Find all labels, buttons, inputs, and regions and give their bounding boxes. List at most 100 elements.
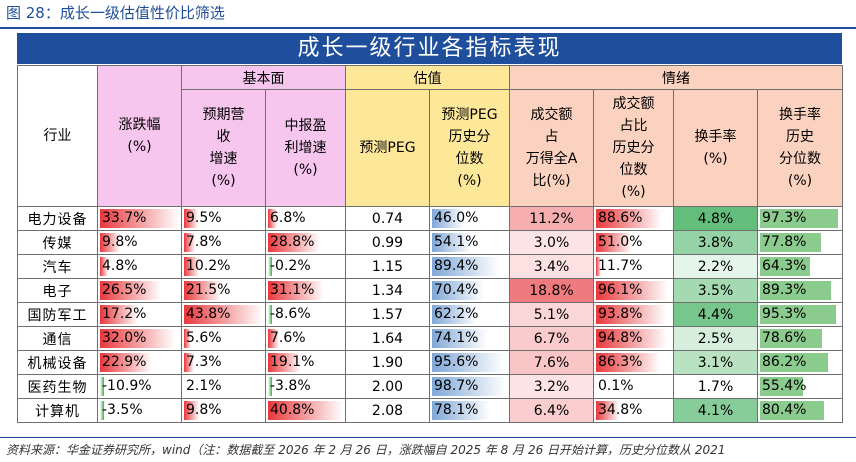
data-bar: [760, 401, 824, 420]
cell-peg: 1.90: [345, 350, 430, 375]
cell-value: 10.2%: [186, 258, 231, 274]
cell-turnover-rate: 1.7%: [673, 374, 758, 399]
cell-value: 70.4%: [434, 282, 479, 298]
data-bar: [100, 353, 153, 372]
cell-turnover-rate-percentile: 64.3%: [757, 254, 843, 279]
cell-peg-percentile: 54.1%: [429, 230, 510, 255]
cell-turnover-share-percentile: 34.8%: [593, 398, 674, 423]
cell-profit-growth: 28.8%: [265, 230, 346, 255]
data-bar: [184, 401, 199, 420]
data-bar: [268, 281, 325, 300]
cell-value: 62.2%: [434, 306, 479, 322]
cell-industry: 国防军工: [17, 302, 98, 327]
cell-turnover-rate-percentile: 97.3%: [757, 206, 843, 231]
cell-value: 21.5%: [186, 282, 231, 298]
cell-value: 95.6%: [434, 354, 479, 370]
cell-turnover-share-percentile: 0.1%: [593, 374, 674, 399]
cell-value: 97.3%: [762, 210, 807, 226]
header-change: 涨跌幅 (%): [97, 65, 182, 207]
cell-value: 17.2%: [102, 306, 147, 322]
top-rule: [0, 27, 856, 29]
cell-turnover-rate: 4.1%: [673, 398, 758, 423]
cell-change: 26.5%: [97, 278, 182, 303]
cell-rev-growth: 2.1%: [181, 374, 266, 399]
cell-turnover-share-percentile: 11.7%: [593, 254, 674, 279]
cell-peg: 2.00: [345, 374, 430, 399]
cell-peg: 1.57: [345, 302, 430, 327]
data-bar: [432, 377, 506, 396]
cell-value: 93.8%: [598, 306, 643, 322]
cell-rev-growth: 21.5%: [181, 278, 266, 303]
cell-profit-growth: 6.8%: [265, 206, 346, 231]
header-turnover-share-percentile: 成交额 占比 历史分 位数 (%): [593, 89, 674, 207]
cell-change: -3.5%: [97, 398, 182, 423]
cell-value: -8.6%: [270, 306, 311, 322]
cell-turnover-rate: 4.8%: [673, 206, 758, 231]
header-industry: 行业: [17, 65, 98, 207]
cell-value: 2.1%: [186, 378, 222, 394]
cell-turnover-rate: 2.5%: [673, 326, 758, 351]
cell-change: 33.7%: [97, 206, 182, 231]
cell-turnover-share-percentile: 51.0%: [593, 230, 674, 255]
cell-value: -0.2%: [270, 258, 311, 274]
header-turnover-rate: 换手率 (%): [673, 89, 758, 207]
header-rev-growth: 预期营 收 增速 (%): [181, 89, 266, 207]
data-bar-negative: [100, 377, 104, 396]
cell-turnover-share-percentile: 94.8%: [593, 326, 674, 351]
cell-industry: 通信: [17, 326, 98, 351]
cell-value: 54.1%: [434, 234, 479, 250]
table-row: 汽车 4.8% 10.2% -0.2% 1.15 89.4% 3.4% 11.7% 2.2% 64…: [17, 254, 843, 279]
cell-profit-growth: -0.2%: [265, 254, 346, 279]
data-bar: [760, 257, 810, 276]
data-bar: [760, 209, 838, 228]
figure-title: 图 28：成长一级估值性价比筛选: [6, 4, 225, 22]
cell-value: 33.7%: [102, 210, 147, 226]
cell-value: 95.3%: [762, 306, 807, 322]
cell-change: 32.0%: [97, 326, 182, 351]
cell-industry: 计算机: [17, 398, 98, 423]
cell-turnover-share: 3.4%: [509, 254, 594, 279]
data-bar-negative: [268, 305, 272, 324]
data-bar: [760, 233, 822, 252]
cell-value: 6.8%: [270, 210, 306, 226]
data-bar: [760, 329, 823, 348]
cell-value: 22.9%: [102, 354, 147, 370]
table-row: 计算机 -3.5% 9.8% 40.8% 2.08 78.1% 6.4% 34.8% 4.1% 8…: [17, 398, 843, 423]
data-bar-negative: [268, 377, 272, 396]
data-bar: [596, 305, 667, 324]
cell-value: 89.3%: [762, 282, 807, 298]
cell-industry: 传媒: [17, 230, 98, 255]
cell-rev-growth: 7.8%: [181, 230, 266, 255]
data-bar: [760, 377, 803, 396]
data-bar: [760, 281, 831, 300]
data-bar: [596, 281, 668, 300]
cell-value: 5.6%: [186, 330, 222, 346]
table-row: 国防军工 17.2% 43.8% -8.6% 1.57 62.2% 5.1% 93.8% 4.4…: [17, 302, 843, 327]
header-turnover-share: 成交额 占 万得全A 比(%): [509, 89, 594, 207]
cell-turnover-rate: 3.1%: [673, 350, 758, 375]
table-row: 通信 32.0% 5.6% 7.6% 1.64 74.1% 6.7% 94.8% 2.5% 78.…: [17, 326, 843, 351]
data-bar: [432, 353, 504, 372]
cell-value: 86.2%: [762, 354, 807, 370]
cell-industry: 电力设备: [17, 206, 98, 231]
cell-value: 7.8%: [186, 234, 222, 250]
data-bar: [596, 329, 667, 348]
cell-value: 55.4%: [762, 378, 807, 394]
data-bar: [432, 401, 490, 420]
source-note: 资料来源：华金证券研究所，wind（注：数据截至 2026 年 2 月 26 日…: [6, 443, 726, 457]
cell-turnover-share-percentile: 93.8%: [593, 302, 674, 327]
data-bar: [432, 233, 471, 252]
cell-value: 77.8%: [762, 234, 807, 250]
cell-value: 88.6%: [598, 210, 643, 226]
cell-value: 31.1%: [270, 282, 315, 298]
cell-turnover-rate: 4.4%: [673, 302, 758, 327]
cell-peg: 2.08: [345, 398, 430, 423]
cell-turnover-share: 6.4%: [509, 398, 594, 423]
cell-turnover-share-percentile: 96.1%: [593, 278, 674, 303]
group-sentiment: 情绪: [509, 65, 843, 90]
data-bar: [268, 401, 343, 420]
data-bar: [184, 329, 191, 348]
cell-turnover-rate: 3.5%: [673, 278, 758, 303]
cell-profit-growth: 31.1%: [265, 278, 346, 303]
cell-turnover-rate: 3.8%: [673, 230, 758, 255]
